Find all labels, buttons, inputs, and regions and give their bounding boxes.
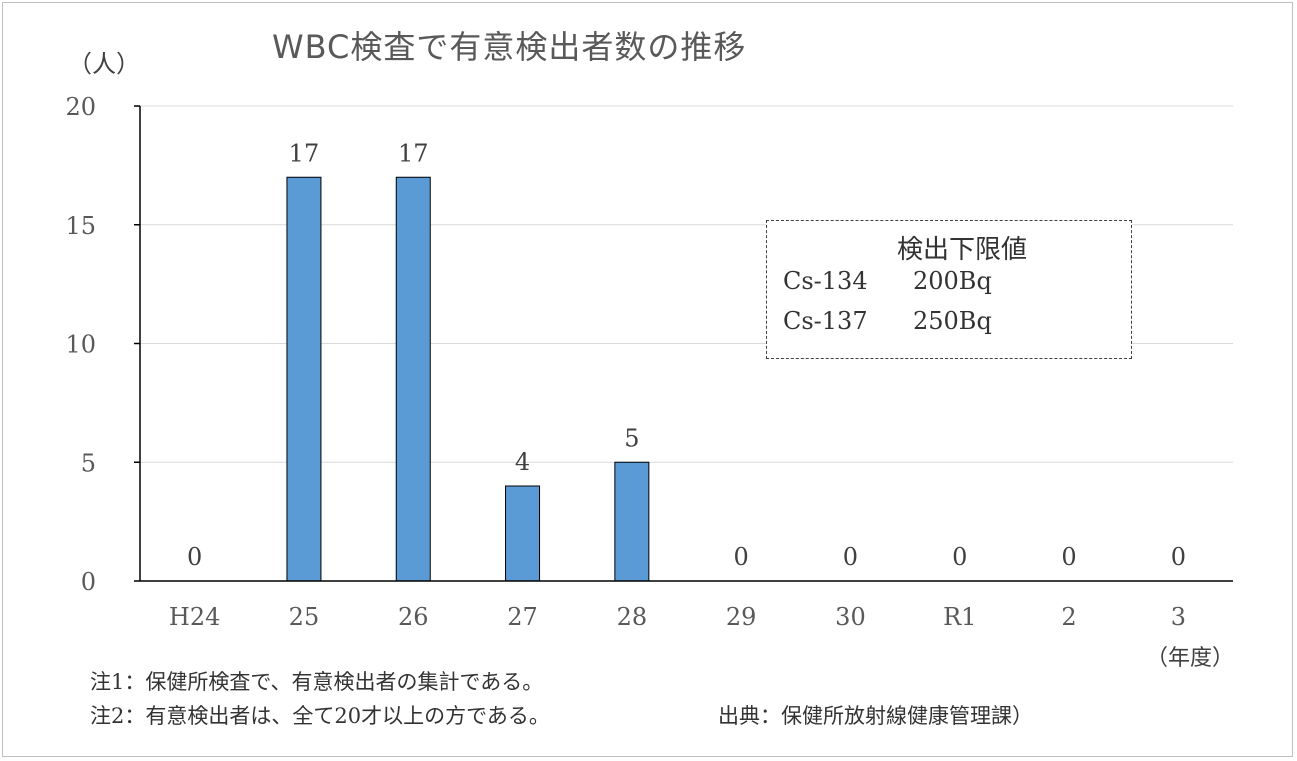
- data-labels: 0 17 17 4 5 0 0 0 0 0: [187, 139, 1186, 571]
- isotope-name: Cs-134: [783, 267, 868, 295]
- x-tick-label: 3: [1171, 603, 1186, 631]
- x-tick-label: 29: [726, 603, 757, 631]
- y-tick-label: 20: [65, 93, 96, 121]
- y-tick-label: 15: [65, 212, 96, 240]
- y-tick-label: 0: [81, 568, 96, 596]
- data-label: 17: [289, 139, 320, 167]
- bar: [614, 461, 650, 582]
- footnote-2: 注2：有意検出者は、全て20才以上の方である。: [90, 704, 550, 728]
- y-tick-label: 5: [81, 449, 96, 477]
- axes: [134, 105, 1233, 582]
- isotope-name: Cs-137: [783, 307, 868, 335]
- source-note: 出典：保健所放射線健康管理課）: [718, 704, 1033, 728]
- x-tick-label: 25: [289, 603, 320, 631]
- y-tick-label: 10: [65, 331, 96, 359]
- data-label: 0: [734, 543, 749, 571]
- data-label: 17: [398, 139, 429, 167]
- data-label: 0: [187, 543, 202, 571]
- bar: [395, 176, 431, 582]
- bar: [286, 176, 322, 582]
- chart-title: WBC検査で有意検出者数の推移: [272, 28, 747, 66]
- data-label: 5: [624, 424, 639, 452]
- x-tick-label: H24: [169, 603, 220, 631]
- x-tick-label: 28: [617, 603, 648, 631]
- detection-limit-title: 検出下限値: [897, 235, 1028, 265]
- x-tick-label: 30: [835, 603, 866, 631]
- x-tick-label: 26: [398, 603, 429, 631]
- detection-limit-row: Cs-137 250Bq: [783, 307, 992, 335]
- bars: [286, 176, 650, 582]
- footnote-1: 注1：保健所検査で、有意検出者の集計である。: [90, 670, 544, 694]
- x-tick-label: 27: [507, 603, 538, 631]
- data-label: 0: [1061, 543, 1076, 571]
- x-tick-label: 2: [1061, 603, 1076, 631]
- x-tick-labels: H24 25 26 27 28 29 30 R1 2 3: [169, 603, 1186, 631]
- data-label: 0: [952, 543, 967, 571]
- y-tick-labels: 0 5 10 15 20: [65, 93, 96, 596]
- isotope-limit: 250Bq: [913, 307, 992, 335]
- data-label: 0: [1171, 543, 1186, 571]
- bar: [505, 485, 541, 582]
- data-label: 0: [843, 543, 858, 571]
- y-axis-unit-label: （人）: [68, 50, 140, 78]
- detection-limit-row: Cs-134 200Bq: [783, 267, 992, 295]
- x-tick-label: R1: [943, 603, 976, 631]
- isotope-limit: 200Bq: [913, 267, 992, 295]
- x-axis-unit-label: （年度）: [1146, 646, 1235, 671]
- detection-limit-box: 検出下限値 Cs-134 200Bq Cs-137 250Bq: [766, 220, 1132, 359]
- data-label: 4: [515, 448, 530, 476]
